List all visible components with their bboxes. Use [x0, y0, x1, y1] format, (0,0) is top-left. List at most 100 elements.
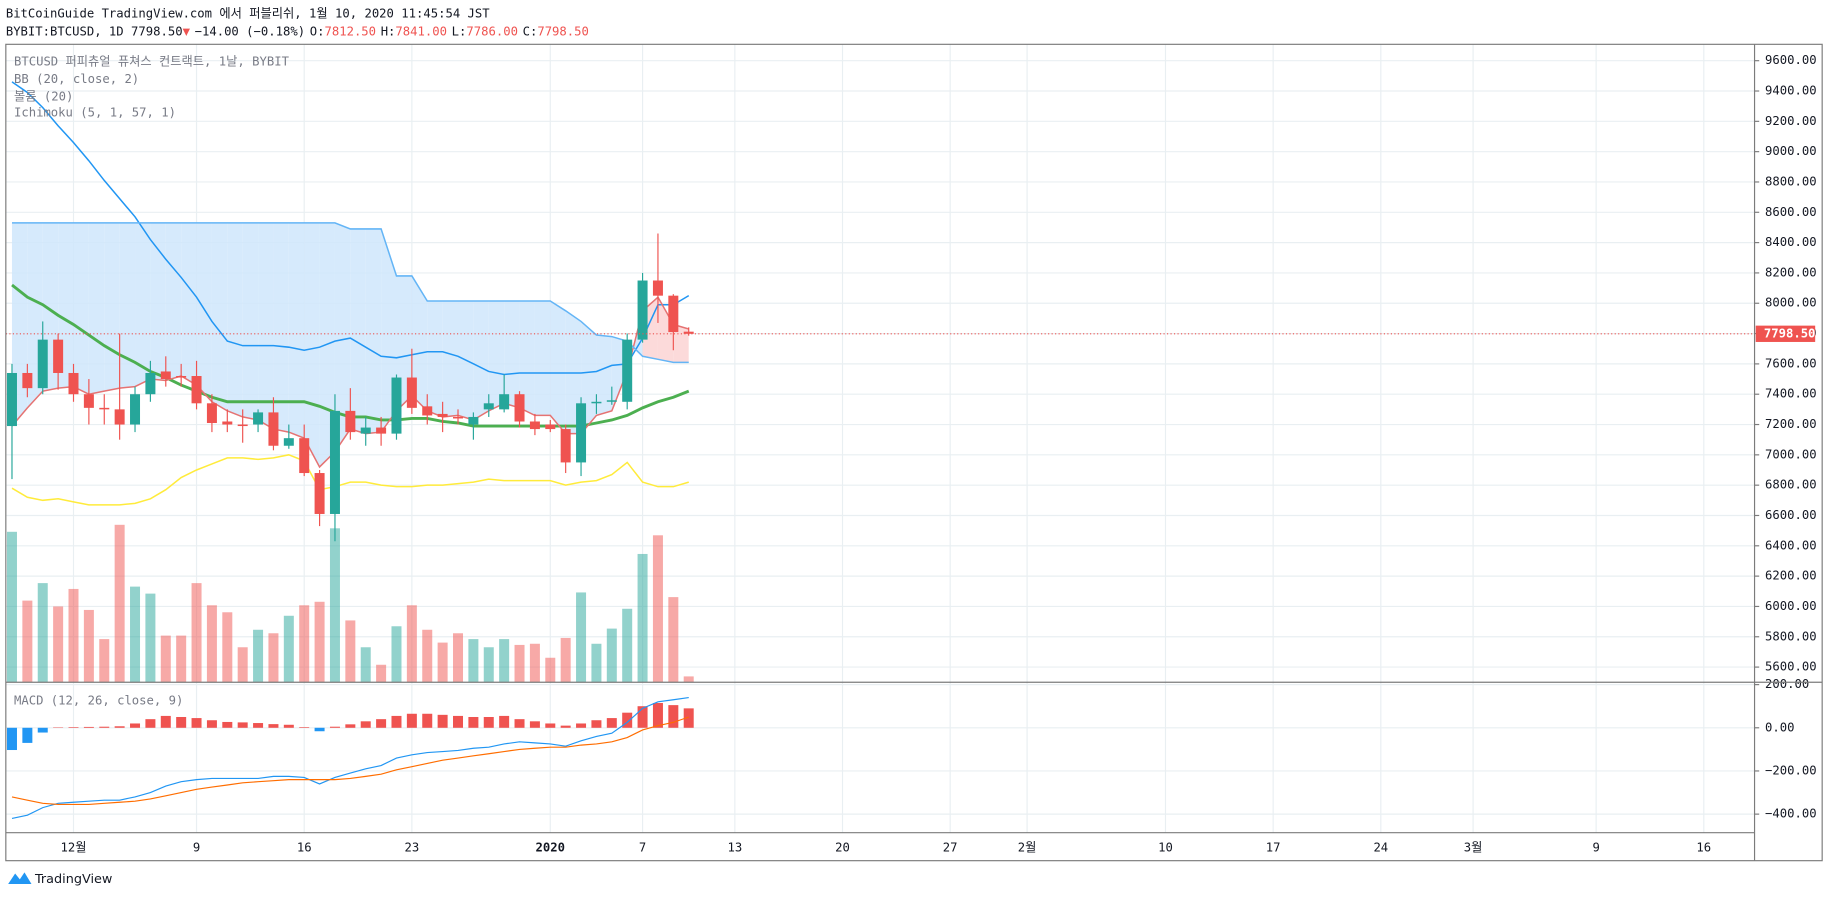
candle-body — [437, 413, 448, 417]
close-value: 7798.50 — [537, 24, 589, 38]
candle-body — [576, 403, 587, 463]
macd-histogram — [6, 727, 17, 751]
macd-histogram — [652, 702, 663, 728]
symbol: BYBIT:BTCUSD, 1D 7798.50 — [6, 24, 183, 38]
last-price-tag — [1755, 325, 1816, 342]
volume-bar — [499, 639, 510, 683]
cloud — [473, 300, 489, 420]
indicator-line — [11, 454, 689, 506]
cloud — [488, 300, 505, 411]
candle-body — [53, 339, 64, 373]
candle-body — [145, 372, 156, 395]
cloud — [227, 222, 243, 417]
macd-histogram — [283, 724, 294, 728]
macd-histogram — [130, 723, 141, 728]
y-tick-label: 7000.00 — [1765, 447, 1817, 461]
macd-histogram — [468, 716, 479, 728]
change: −14.00 (−0.18%) — [195, 24, 305, 38]
cloud — [288, 222, 305, 439]
macd-histogram — [345, 724, 356, 728]
volume-bar — [560, 637, 571, 683]
macd-histogram — [683, 708, 694, 728]
candle-body — [560, 429, 571, 463]
candle-body — [668, 295, 679, 333]
macd-histogram — [191, 718, 202, 728]
macd-histogram — [360, 721, 371, 728]
volume-bar — [191, 583, 202, 683]
macd-histogram — [237, 722, 248, 728]
x-tick-label: 23 — [404, 840, 419, 854]
candle-body — [683, 331, 694, 334]
candle-body — [591, 401, 602, 404]
macd-histogram — [483, 716, 494, 728]
candle-body — [191, 376, 202, 404]
candle-body — [237, 424, 248, 427]
x-tick-label: 3월 — [1464, 840, 1483, 854]
footer-logo: TradingView — [8, 872, 112, 887]
cloud — [411, 275, 428, 411]
y-tick-label: 5600.00 — [1765, 660, 1817, 674]
indicator-line — [12, 222, 689, 364]
volume-bar — [83, 609, 94, 683]
macd-histogram — [37, 727, 48, 733]
candle-body — [268, 412, 279, 446]
macd-histogram — [376, 719, 387, 728]
volume-bar — [483, 647, 494, 683]
indicator-legend: Ichimoku (5, 1, 57, 1) — [14, 106, 176, 120]
volume-bar — [206, 605, 217, 683]
cloud — [550, 300, 566, 434]
candle-body — [391, 377, 402, 434]
y-tick-label: −200.00 — [1765, 763, 1817, 777]
volume-bar — [329, 528, 340, 683]
y-tick-label: 6800.00 — [1765, 478, 1817, 492]
macd-histogram — [145, 719, 156, 728]
y-tick-label: 9200.00 — [1765, 114, 1817, 128]
volume-bar — [637, 553, 648, 683]
cloud — [73, 222, 89, 395]
candle-body — [176, 376, 187, 378]
candle-body — [376, 427, 387, 434]
y-tick-label: 7400.00 — [1765, 387, 1817, 401]
macd-histogram — [222, 721, 233, 728]
macd-histogram — [99, 726, 110, 728]
cloud — [150, 222, 166, 381]
macd-histogram — [668, 705, 679, 728]
high-label: H: — [381, 24, 396, 38]
volume-bar — [437, 642, 448, 683]
symbol-line: BYBIT:BTCUSD, 1D 7798.50▼ −14.00 (−0.18%)… — [6, 24, 589, 38]
cloud — [396, 275, 412, 411]
cloud — [334, 222, 351, 452]
candle-body — [6, 372, 17, 427]
macd-histogram — [406, 713, 417, 728]
x-tick-label: 16 — [1696, 840, 1711, 854]
candle-body — [406, 377, 417, 408]
volume-bar — [422, 629, 433, 683]
candle-body — [114, 409, 125, 425]
cloud — [242, 222, 259, 420]
volume-bar — [145, 593, 156, 683]
candle-body — [422, 406, 433, 416]
volume-bar — [130, 586, 141, 683]
cloud — [258, 222, 274, 430]
macd-histogram — [560, 725, 571, 728]
macd-histogram — [545, 723, 556, 728]
macd-histogram — [499, 715, 510, 728]
y-tick-label: 8200.00 — [1765, 265, 1817, 279]
x-tick-label: 17 — [1266, 840, 1281, 854]
y-tick-label: 0.00 — [1765, 720, 1794, 734]
frame — [5, 43, 1823, 862]
volume-bar — [6, 531, 17, 683]
x-tick-label: 24 — [1373, 840, 1388, 854]
low-value: 7786.00 — [466, 24, 518, 38]
cloud — [519, 300, 535, 416]
x-tick-label: 9 — [193, 840, 200, 854]
candle-body — [637, 280, 648, 340]
low-label: L: — [452, 24, 467, 38]
cloud — [427, 300, 443, 417]
open-value: 7812.50 — [324, 24, 376, 38]
high-value: 7841.00 — [395, 24, 447, 38]
volume-bar — [529, 643, 540, 683]
volume-bar — [345, 620, 356, 683]
